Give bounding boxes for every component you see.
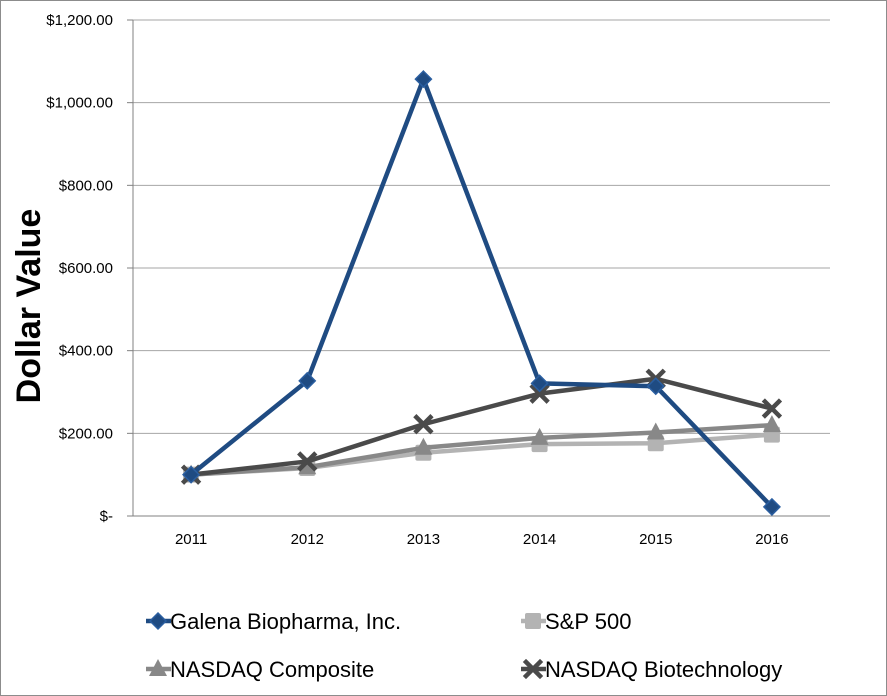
- legend-item: NASDAQ Biotechnology: [521, 657, 782, 682]
- y-tick-label: $600.00: [59, 260, 113, 277]
- x-tick-label: 2016: [755, 531, 788, 548]
- series-nasdaq-biotechnology: [180, 368, 783, 485]
- data-point: [762, 497, 781, 516]
- legend-label: NASDAQ Composite: [170, 657, 374, 682]
- data-point: [413, 414, 434, 435]
- series-nasdaq-composite: [182, 415, 781, 482]
- data-point: [761, 398, 783, 419]
- series-galena-biopharma-inc: [182, 70, 781, 516]
- legend-label: Galena Biopharma, Inc.: [170, 609, 401, 634]
- data-point: [646, 422, 665, 440]
- data-point: [530, 427, 549, 445]
- data-point: [530, 374, 549, 393]
- series-line: [189, 76, 774, 509]
- legend-marker: [149, 659, 167, 676]
- data-point: [297, 451, 318, 472]
- x-tick-label: 2014: [523, 531, 556, 548]
- x-tick-label: 2011: [175, 531, 207, 548]
- x-tick-label: 2013: [407, 531, 440, 548]
- data-point: [298, 457, 317, 475]
- data-point: [298, 371, 317, 390]
- series: [180, 70, 783, 516]
- legend-marker: [525, 613, 541, 629]
- axes: [132, 20, 830, 517]
- legend-label: NASDAQ Biotechnology: [545, 657, 782, 682]
- legend-label: S&P 500: [545, 609, 631, 634]
- legend-marker: [522, 658, 544, 680]
- legend: Galena Biopharma, Inc. S&P 500 NASDAQ Comp…: [146, 609, 782, 682]
- data-point: [529, 383, 550, 404]
- data-point: [646, 377, 665, 396]
- y-tick-label: $200.00: [59, 425, 113, 442]
- x-tick-label: 2015: [639, 531, 672, 548]
- series-line: [190, 422, 773, 477]
- data-point: [762, 415, 781, 433]
- legend-marker: [148, 611, 168, 631]
- y-tick-label: $400.00: [59, 343, 113, 360]
- x-tick-label: 2012: [291, 531, 324, 548]
- data-point: [182, 465, 201, 484]
- y-axis-label: Dollar Value: [10, 209, 48, 404]
- y-tick-label: $1,200.00: [46, 12, 113, 29]
- legend-item: Galena Biopharma, Inc.: [146, 609, 401, 634]
- gridlines: [133, 19, 830, 434]
- legend-item: NASDAQ Composite: [146, 657, 374, 682]
- data-point: [414, 437, 433, 455]
- data-point: [414, 70, 433, 89]
- y-axis-ticks: $- $200.00 $400.00 $600.00 $800.00 $1,000.00 $…: [46, 12, 133, 525]
- y-tick-label: $-: [100, 508, 113, 525]
- y-tick-label: $1,000.00: [46, 95, 113, 112]
- series-line: [190, 376, 773, 477]
- series-s-p-500: [183, 426, 780, 483]
- y-tick-label: $800.00: [59, 177, 113, 194]
- x-axis-ticks: 2011 2012 2013 2014 2015 2016: [175, 531, 789, 548]
- legend-item: S&P 500: [521, 609, 631, 634]
